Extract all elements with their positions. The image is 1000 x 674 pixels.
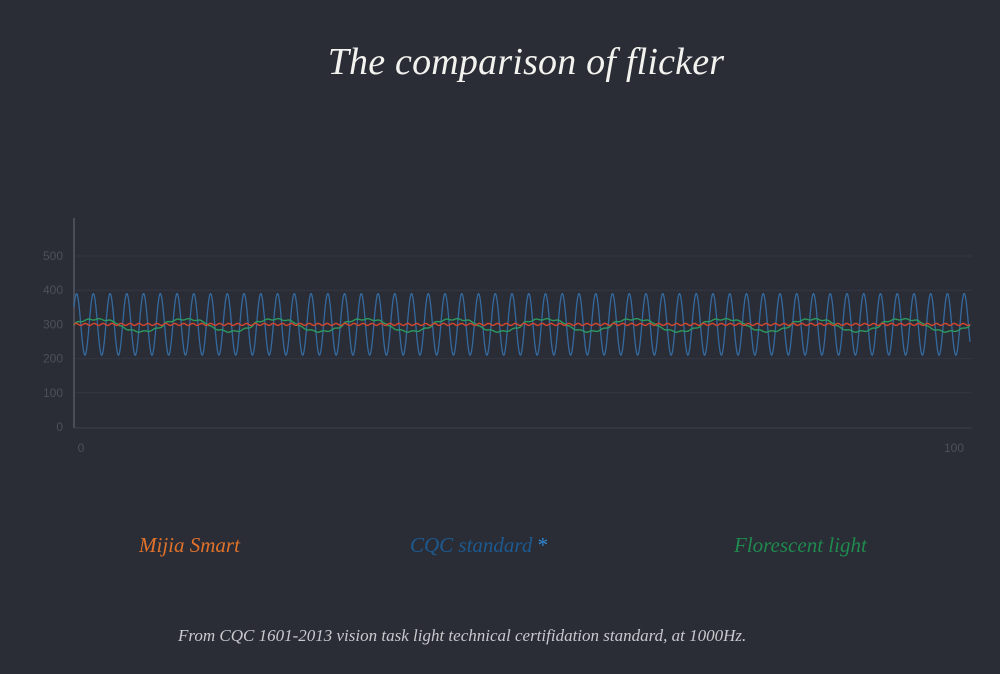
legend-cqc-label: CQC standard bbox=[410, 533, 533, 557]
y-tick-label: 200 bbox=[43, 352, 63, 366]
flicker-chart: 0 100 200 300 400 500 0 100 bbox=[43, 218, 972, 455]
x-axis-ticks: 0 100 bbox=[78, 441, 965, 455]
legend-mijia-smart: Mijia Smart bbox=[139, 533, 240, 558]
y-tick-label: 300 bbox=[43, 317, 63, 331]
series-lines bbox=[73, 292, 971, 357]
chart-title: The comparison of flicker bbox=[327, 41, 725, 83]
series-florescent-light bbox=[73, 317, 971, 333]
legend-cqc-asterisk: * bbox=[537, 533, 549, 557]
y-tick-label: 500 bbox=[43, 249, 63, 263]
legend-cqc-standard: CQC standard * bbox=[410, 533, 548, 558]
y-tick-label: 400 bbox=[43, 283, 63, 297]
y-tick-label: 100 bbox=[43, 386, 63, 400]
y-axis-ticks: 0 100 200 300 400 500 bbox=[43, 249, 63, 434]
legend-florescent-label: Florescent light bbox=[734, 533, 867, 557]
footnote: From CQC 1601-2013 vision task light tec… bbox=[178, 626, 747, 645]
x-tick-label: 100 bbox=[944, 441, 964, 455]
x-tick-label: 0 bbox=[78, 441, 85, 455]
series-mijia-smart bbox=[73, 322, 971, 327]
y-tick-label: 0 bbox=[56, 420, 63, 434]
legend-mijia-label: Mijia Smart bbox=[139, 533, 240, 557]
series-cqc-standard bbox=[73, 292, 971, 357]
legend-florescent-light: Florescent light bbox=[734, 533, 867, 558]
